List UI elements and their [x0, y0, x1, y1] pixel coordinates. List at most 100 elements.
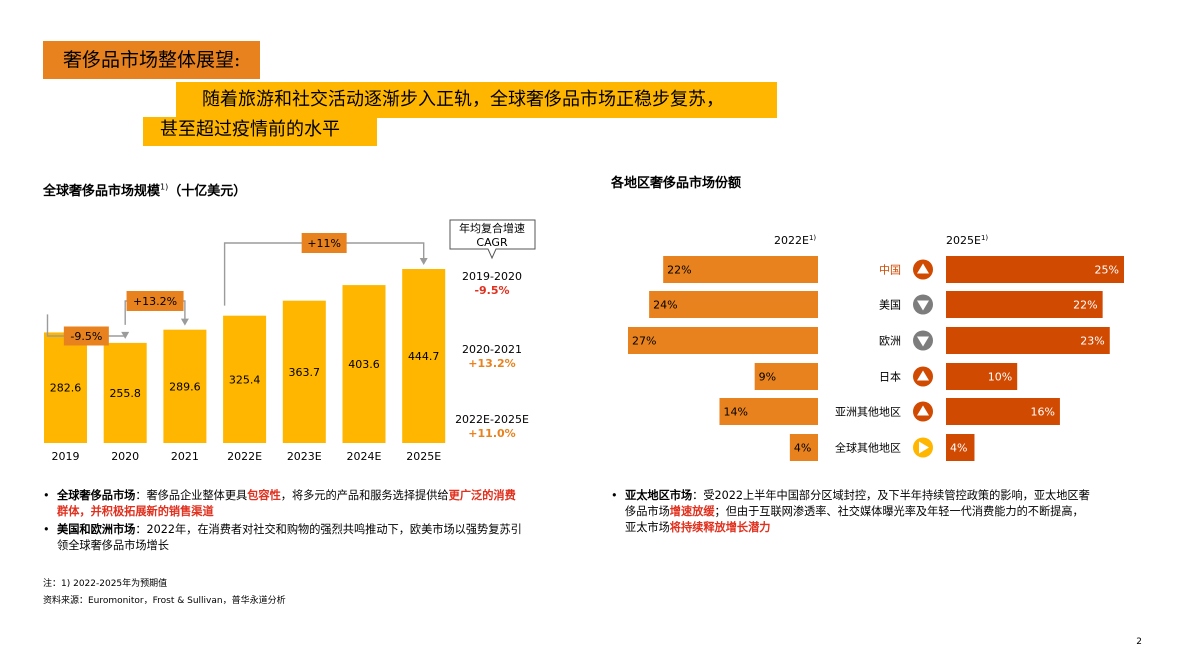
bar-value-label: 403.6	[348, 358, 380, 371]
bullet-text: 亚太市场	[625, 521, 670, 534]
bar-2023E	[282, 300, 326, 443]
header-subtitle-line2: 甚至超过疫情前的水平	[143, 117, 377, 146]
source-note: 资料来源：Euromonitor，Frost & Sullivan，普华永道分析	[43, 596, 286, 606]
bar-2025-2	[946, 327, 1110, 354]
growth-label: +11%	[307, 237, 341, 250]
category-label: 美国	[879, 299, 901, 312]
bar-2022-label: 4%	[794, 442, 811, 455]
bar-2021	[163, 329, 207, 443]
bullet-us-europe-market: • 美国和欧洲市场：2022年，在消费者对社交和购物的强烈共鸣推动下，欧美市场以…	[43, 522, 593, 556]
bar-2022-label: 27%	[632, 335, 656, 348]
bar-2020	[103, 342, 147, 443]
cagr-period: 2020-2021	[462, 343, 522, 356]
bar-2025-4	[946, 398, 1060, 425]
bar-2022-label: 9%	[759, 371, 776, 384]
x-tick-label: 2020	[111, 450, 139, 463]
left-chart-title-unit: （十亿美元）	[168, 184, 247, 199]
x-tick-label: 2019	[52, 450, 80, 463]
up-triangle-icon	[913, 401, 933, 422]
bar-2025E	[402, 269, 446, 443]
bullet-heading: 亚太地区市场	[625, 489, 693, 502]
growth-label: +13.2%	[133, 295, 177, 308]
bar-2022-2	[628, 327, 818, 354]
growth-label-box	[126, 291, 184, 311]
header-subtitle-line1: 随着旅游和社交活动逐渐步入正轨，全球奢侈品市场正稳步复苏，	[176, 82, 777, 118]
x-tick-label: 2025E	[406, 450, 441, 463]
bullet-text: ；但由于互联网渗透率、社交媒体曝光率及年轻一代消费能力的不断提高，	[714, 505, 1084, 518]
growth-label: -9.5%	[70, 330, 102, 343]
bullet-text: 领全球奢侈品市场增长	[57, 539, 169, 552]
bullet-text: 侈品市场	[625, 505, 670, 518]
cagr-header-line2: CAGR	[476, 236, 508, 249]
up-triangle-icon	[913, 259, 933, 280]
bar-2025-5	[946, 434, 975, 461]
cagr-value: +11.0%	[468, 427, 515, 440]
x-tick-label: 2022E	[227, 450, 262, 463]
cagr-value: -9.5%	[474, 284, 509, 297]
bar-value-label: 444.7	[408, 350, 440, 363]
bar-2022E	[223, 315, 267, 443]
bar-2025-label: 10%	[988, 371, 1012, 384]
bullet-highlight: 增速放缓	[669, 505, 715, 518]
x-tick-label: 2023E	[287, 450, 322, 463]
right-triangle-icon	[913, 437, 933, 458]
bar-2022-0	[663, 256, 818, 283]
category-label: 全球其他地区	[835, 441, 901, 455]
cagr-header-line1: 年均复合增速	[459, 221, 525, 235]
bullet-highlight: 将持续释放增长潜力	[669, 521, 771, 534]
bar-2022-5	[789, 434, 818, 461]
bar-value-label: 255.8	[109, 387, 141, 400]
bar-value-label: 282.6	[50, 382, 82, 395]
bar-2022-4	[719, 398, 818, 425]
category-label: 中国	[879, 264, 901, 277]
bar-2022-3	[754, 363, 818, 390]
bullet-dot: •	[43, 523, 50, 536]
up-triangle-icon	[913, 366, 933, 387]
bar-2022-label: 24%	[653, 299, 677, 312]
bullet-highlight: 群体，并积极拓展新的销售渠道	[57, 505, 214, 518]
bar-value-label: 289.6	[169, 380, 201, 393]
regional-share-chart: 2022E1) 2025E1) 22% 25% 中国 24% 22% 美国 27% 23% 欧洲 9%…	[628, 234, 1124, 461]
bar-value-label: 363.7	[289, 366, 321, 379]
left-chart-title-footnote: 1)	[160, 182, 169, 192]
bullet-text: ：2022年，在消费者对社交和购物的强烈共鸣推动下，欧美市场以强势复苏引	[135, 523, 522, 536]
bar-2022-label: 14%	[723, 406, 747, 419]
bar-2019	[44, 332, 87, 443]
down-triangle-icon	[913, 294, 933, 315]
bullet-apac-market: • 亚太地区市场：受2022上半年中国部分区域封控，及下半年持续管控政策的影响，…	[611, 488, 1151, 538]
bar-2025-label: 25%	[1095, 264, 1119, 277]
bullet-highlight: 更广泛的消费	[448, 489, 516, 502]
bar-2025-label: 23%	[1080, 335, 1104, 348]
bullet-text: ，将多元的产品和服务选择提供给	[280, 489, 449, 502]
bullet-text: ：奢侈品企业整体更具	[135, 489, 248, 502]
bar-2025-3	[946, 363, 1018, 390]
bullet-dot: •	[43, 489, 50, 502]
series-header-2022: 2022E1)	[774, 234, 816, 247]
bullet-dot: •	[611, 489, 618, 502]
footnote: 注：1) 2022-2025年为预期值	[43, 579, 168, 589]
category-label: 欧洲	[879, 335, 901, 348]
header-tag: 奢侈品市场整体展望:	[43, 41, 260, 79]
growth-label-box	[301, 233, 347, 253]
bar-2025-label: 22%	[1073, 299, 1097, 312]
bullet-heading: 全球奢侈品市场	[57, 489, 136, 502]
arrow-head	[121, 331, 130, 339]
growth-label-box	[63, 326, 109, 346]
bullet-global-market: • 全球奢侈品市场：奢侈品企业整体更具包容性，将多元的产品和服务选择提供给更广泛…	[43, 488, 593, 522]
down-triangle-icon	[913, 330, 933, 351]
left-chart-title-text: 全球奢侈品市场规模	[43, 184, 161, 199]
category-label: 亚洲其他地区	[835, 406, 901, 419]
bar-2025-label: 4%	[950, 442, 967, 455]
right-chart-title: 各地区奢侈品市场份额	[611, 176, 742, 191]
left-chart-title: 全球奢侈品市场规模1)（十亿美元）	[43, 180, 246, 199]
cagr-value: +13.2%	[468, 357, 515, 370]
bar-2024E	[342, 285, 386, 443]
arrow-head	[419, 258, 428, 265]
cagr-header-box	[449, 219, 536, 260]
cagr-period: 2019-2020	[462, 270, 522, 283]
market-size-bar-chart: 282.6 2019 255.8 2020 289.6 2021 325.4 2022E 363…	[44, 219, 536, 463]
bar-2025-1	[946, 291, 1103, 318]
series-header-2025: 2025E1)	[946, 234, 988, 247]
bar-2025-label: 16%	[1030, 406, 1054, 419]
bullet-highlight: 包容性	[247, 489, 281, 502]
